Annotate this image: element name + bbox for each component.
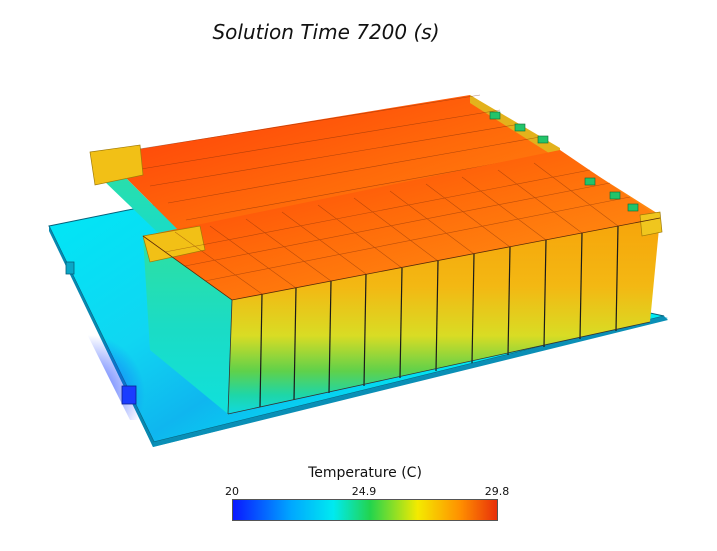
battery-module-front xyxy=(89,144,663,415)
legend-min-label: 20 xyxy=(225,485,239,498)
legend-title: Temperature (C) xyxy=(308,465,422,481)
legend-max-label: 29.8 xyxy=(484,485,510,498)
terminal-connectors xyxy=(489,111,639,212)
solution-time-title: Solution Time 7200 (s) xyxy=(212,20,440,44)
temperature-colorbar xyxy=(232,499,498,521)
legend-mid-label: 24.9 xyxy=(351,485,377,498)
